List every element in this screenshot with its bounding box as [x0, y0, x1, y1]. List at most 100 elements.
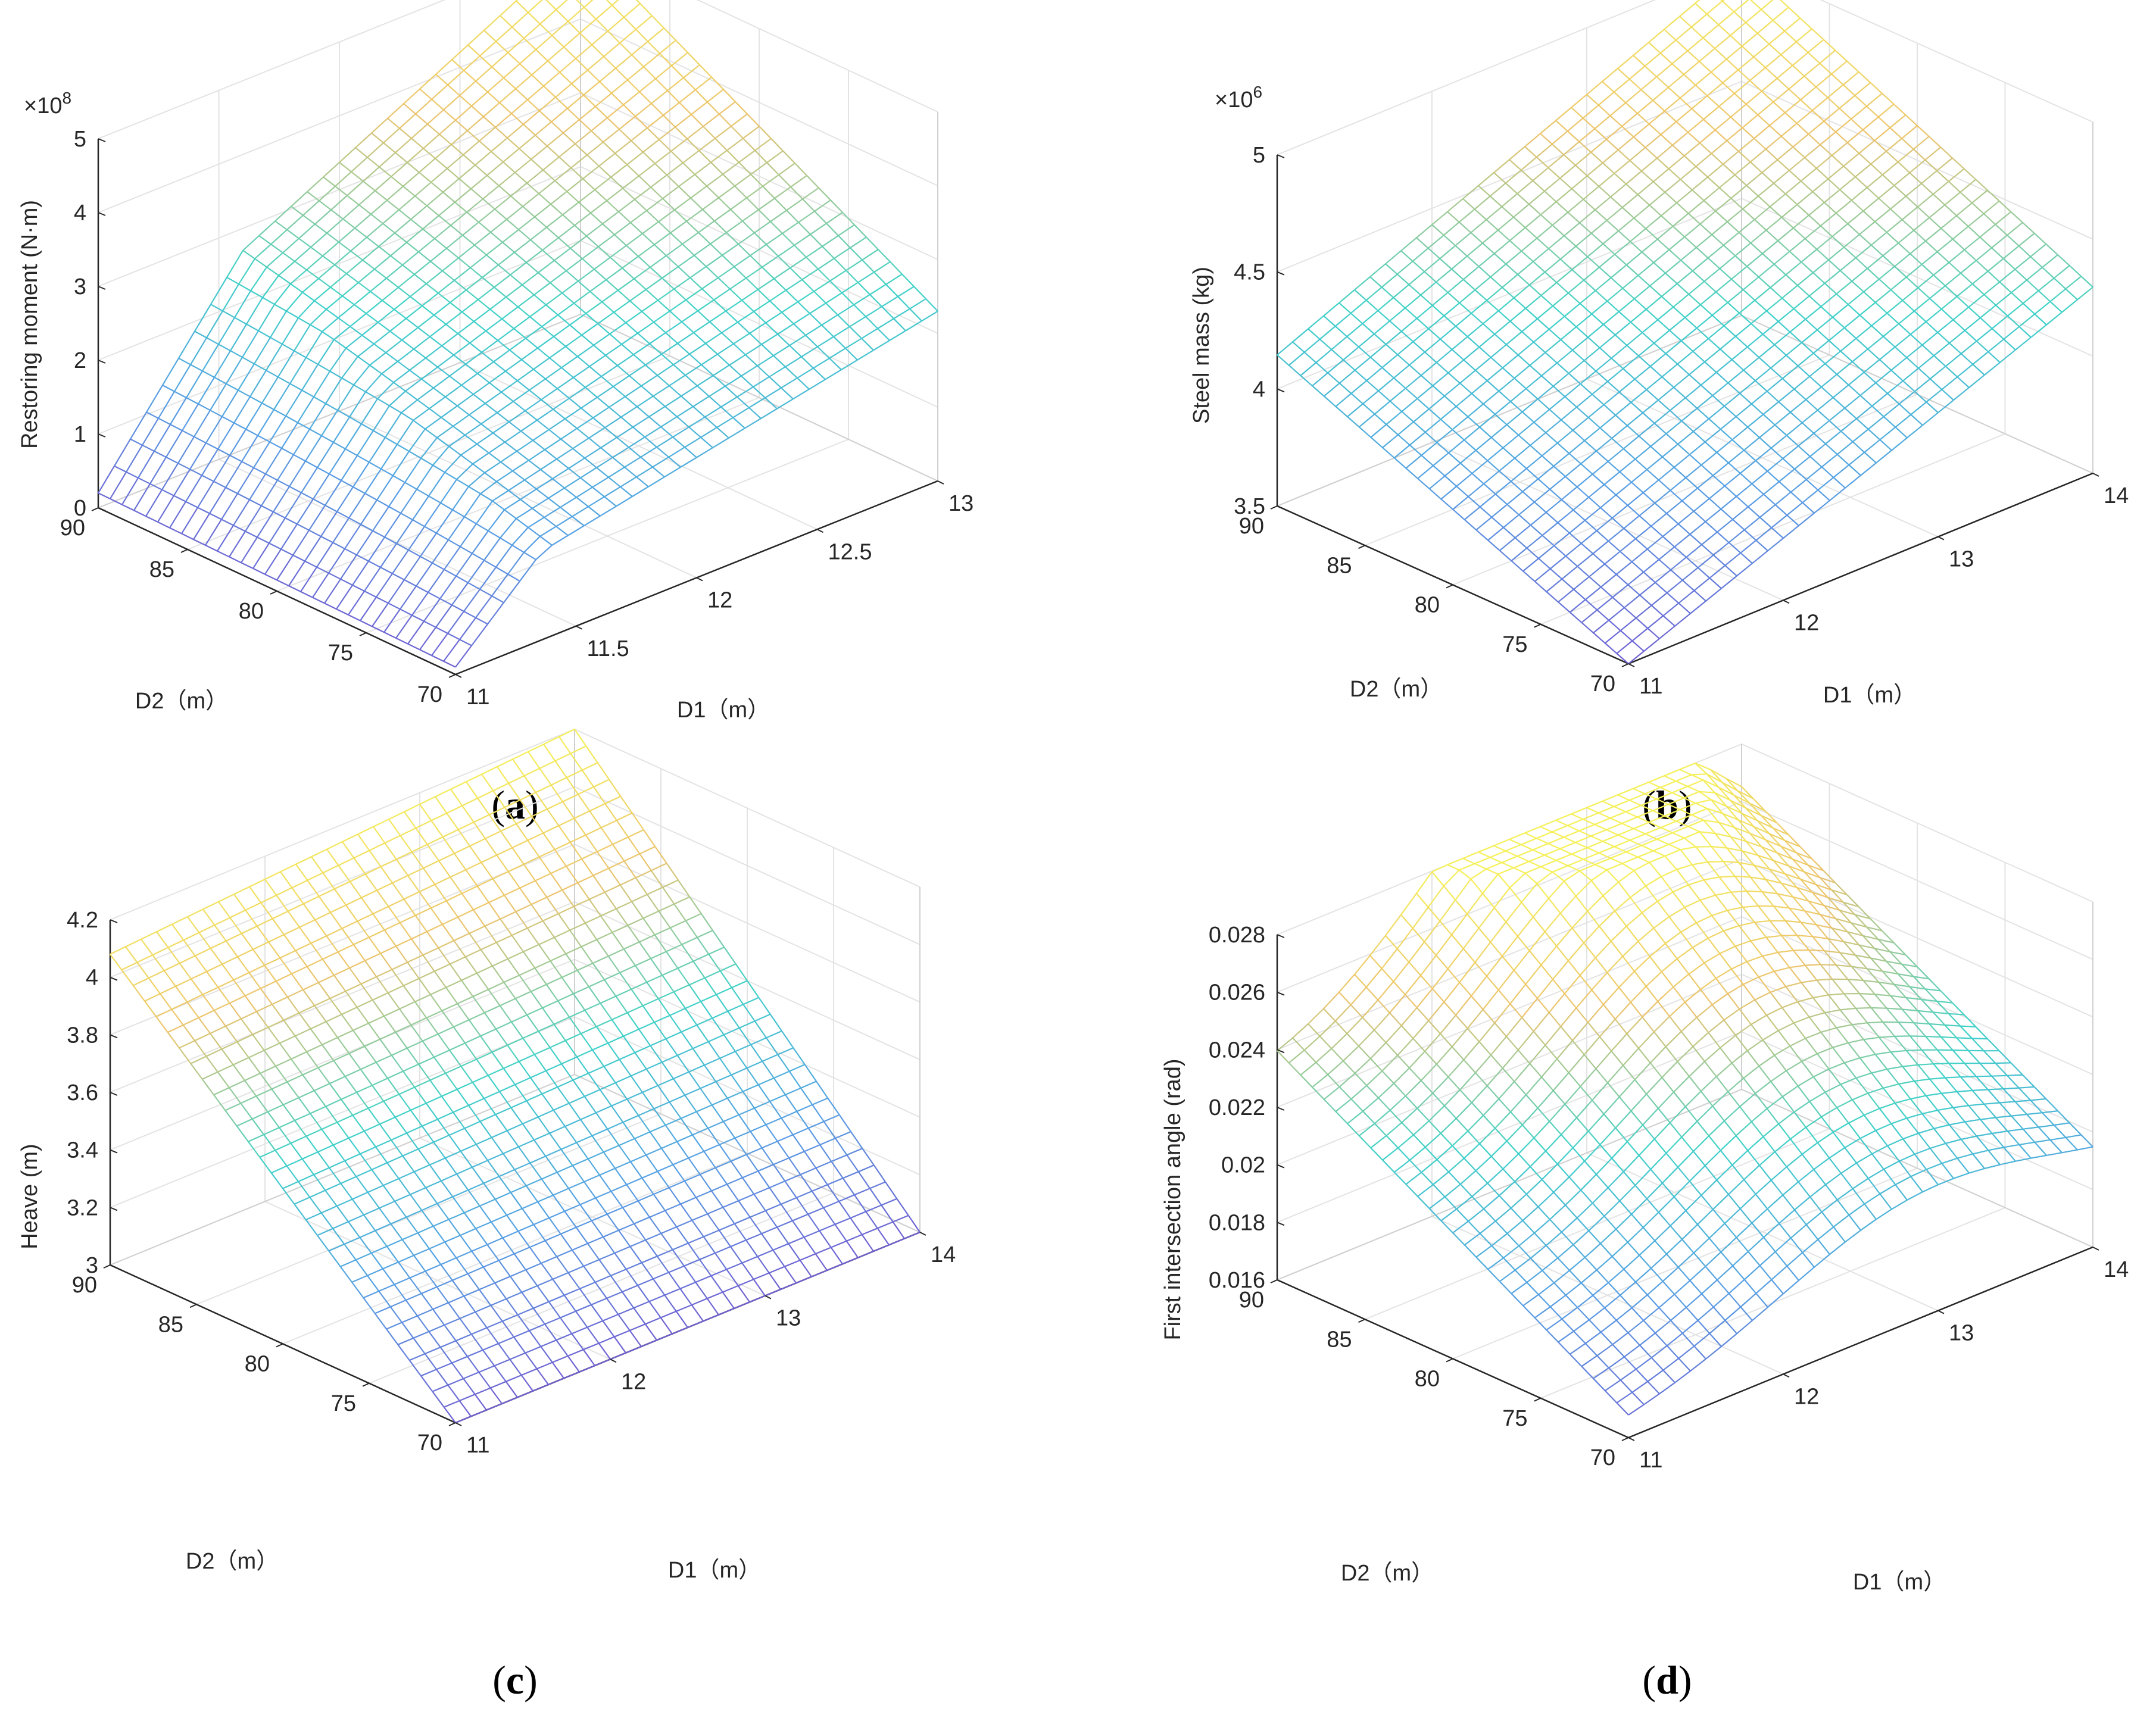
- surface-mesh-line: [444, 1235, 461, 1243]
- surface-mesh-line: [735, 1044, 751, 1052]
- surface-mesh-line: [1350, 380, 1368, 394]
- surface-mesh-line: [567, 525, 585, 536]
- surface-mesh-line: [1662, 443, 1678, 458]
- surface-mesh-line: [654, 232, 671, 245]
- surface-mesh-line: [1369, 357, 1383, 368]
- surface-mesh-line: [1633, 136, 1646, 148]
- surface-mesh-line: [1575, 233, 1592, 247]
- surface-mesh-line: [1839, 108, 1852, 120]
- surface-mesh-line: [1751, 470, 1768, 485]
- surface-mesh-line: [302, 200, 320, 216]
- surface-mesh-line: [1654, 410, 1671, 424]
- surface-mesh-line: [1494, 333, 1507, 345]
- z-tick: [98, 286, 106, 290]
- surface-mesh-line: [366, 299, 383, 314]
- surface-mesh-line: [1656, 157, 1670, 170]
- surface-mesh-line: [688, 984, 701, 1002]
- surface-mesh-line: [750, 1210, 766, 1218]
- surface-mesh-line: [1852, 429, 1869, 442]
- surface-mesh-line: [1677, 351, 1693, 365]
- surface-mesh-line: [1587, 336, 1600, 349]
- surface-mesh-line: [1743, 276, 1759, 291]
- surface-mesh-line: [455, 1250, 472, 1259]
- surface-mesh-line: [2049, 301, 2063, 313]
- surface-mesh-line: [1607, 380, 1620, 393]
- surface-mesh-line: [322, 317, 339, 332]
- surface-mesh-line: [552, 478, 565, 489]
- surface-mesh-line: [536, 419, 550, 430]
- surface-mesh-line: [681, 936, 698, 945]
- surface-mesh-line: [288, 585, 301, 592]
- surface-mesh-line: [1614, 160, 1631, 174]
- surface-mesh-line: [819, 1144, 832, 1162]
- surface-mesh-line: [234, 317, 247, 325]
- surface-mesh-line: [385, 339, 403, 354]
- surface-mesh-line: [862, 1227, 878, 1236]
- surface-mesh-line: [588, 438, 601, 449]
- surface-mesh-line: [1755, 447, 1772, 461]
- surface-mesh-line: [481, 766, 498, 775]
- surface-mesh-line: [1883, 403, 1900, 417]
- surface-mesh-line: [465, 363, 478, 374]
- surface-mesh-line: [1815, 73, 1832, 88]
- surface-mesh-line: [321, 410, 338, 436]
- surface-mesh-line: [529, 304, 547, 317]
- surface-mesh-line: [449, 1042, 466, 1051]
- surface-mesh-line: [533, 1301, 550, 1309]
- surface-mesh-line: [1998, 200, 2012, 213]
- surface-mesh-line: [533, 357, 550, 370]
- surface-mesh-line: [407, 162, 420, 173]
- surface-mesh-line: [1738, 232, 1752, 244]
- surface-mesh-line: [455, 1333, 472, 1342]
- surface-mesh-line: [352, 461, 370, 488]
- surface-mesh-line: [602, 1313, 619, 1322]
- surface-mesh-line: [470, 254, 487, 268]
- surface-mesh-line: [1479, 426, 1492, 438]
- surface-mesh-line: [448, 445, 461, 456]
- surface-mesh-line: [1354, 276, 1371, 291]
- surface-mesh-line: [593, 779, 610, 788]
- surface-mesh-line: [672, 426, 689, 438]
- surface-mesh-line: [1784, 30, 1797, 43]
- surface-mesh-line: [1690, 13, 1708, 28]
- surface-mesh-line: [1381, 354, 1399, 368]
- surface-mesh-line: [1486, 286, 1503, 301]
- surface-mesh-line: [371, 117, 388, 134]
- surface-mesh-line: [1926, 401, 1939, 414]
- surface-mesh-line: [1459, 449, 1477, 464]
- surface-mesh-line: [631, 127, 648, 142]
- surface-mesh-line: [1779, 481, 1792, 493]
- surface-mesh-line: [490, 1298, 507, 1306]
- surface-mesh-line: [1949, 330, 1965, 344]
- surface-mesh-line: [282, 252, 295, 262]
- surface-mesh-line: [1858, 140, 1876, 154]
- surface-mesh-line: [1510, 468, 1527, 482]
- surface-mesh-line: [542, 249, 555, 261]
- surface-mesh-line: [1420, 294, 1433, 306]
- surface-mesh-line: [1933, 180, 1949, 195]
- surface-mesh-line: [511, 927, 528, 936]
- surface-mesh-line: [656, 446, 669, 458]
- surface-mesh-line: [1521, 250, 1534, 263]
- surface-mesh-line: [422, 947, 439, 956]
- surface-mesh-line: [121, 504, 135, 511]
- surface-mesh-line: [1647, 627, 1660, 639]
- surface-mesh-line: [438, 292, 451, 304]
- surface-mesh-line: [758, 997, 771, 1015]
- surface-mesh-line: [613, 300, 631, 313]
- surface-mesh-line: [550, 270, 567, 283]
- surface-mesh-line: [642, 998, 659, 1007]
- surface-mesh-line: [469, 330, 486, 343]
- surface-mesh-line: [545, 1233, 561, 1242]
- surface-mesh-line: [438, 280, 455, 294]
- surface-mesh-line: [1738, 218, 1755, 233]
- surface-mesh-line: [1315, 349, 1333, 363]
- surface-mesh-line: [305, 460, 318, 468]
- grid-line: [1277, 198, 2093, 390]
- surface-mesh-line: [403, 1063, 419, 1072]
- surface-mesh-line: [579, 105, 596, 120]
- surface-mesh-line: [1642, 319, 1659, 333]
- surface-mesh-line: [427, 109, 444, 125]
- surface-mesh-line: [1532, 167, 1549, 182]
- surface-mesh-line: [390, 242, 407, 257]
